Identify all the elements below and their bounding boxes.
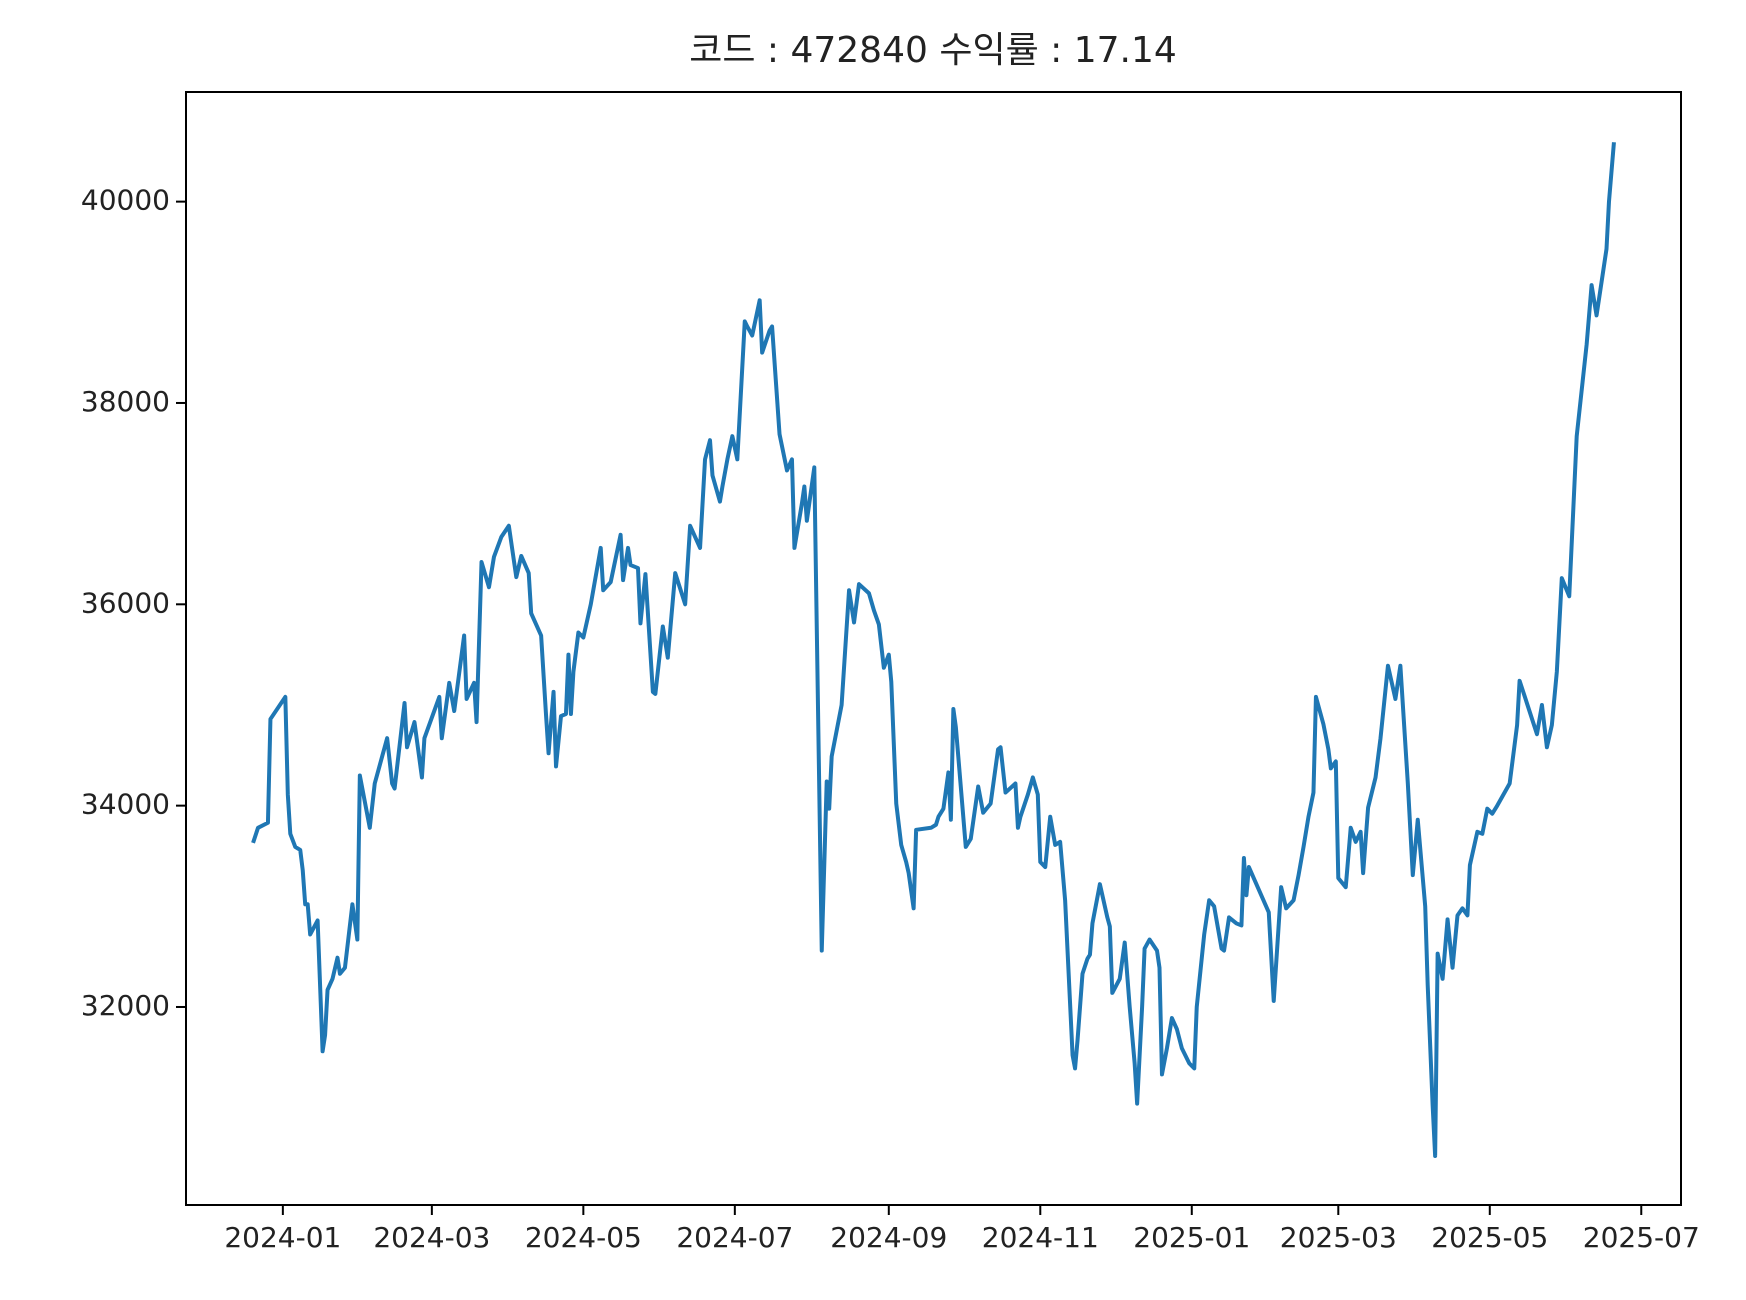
x-tick-label: 2024-07 xyxy=(676,1221,793,1254)
x-tick-label: 2025-07 xyxy=(1583,1221,1700,1254)
y-tick-label: 40000 xyxy=(81,184,170,217)
y-tick-label: 32000 xyxy=(81,989,170,1022)
y-tick-label: 34000 xyxy=(81,788,170,821)
axes-frame xyxy=(185,91,1682,1206)
x-tick-label: 2024-11 xyxy=(982,1221,1099,1254)
x-tick-label: 2025-03 xyxy=(1280,1221,1397,1254)
price-line xyxy=(251,142,1616,1158)
x-tick-label: 2024-01 xyxy=(224,1221,341,1254)
x-tick-label: 2024-03 xyxy=(373,1221,490,1254)
x-tick-label: 2024-05 xyxy=(525,1221,642,1254)
x-tick-label: 2025-01 xyxy=(1133,1221,1250,1254)
y-tick-label: 38000 xyxy=(81,385,170,418)
y-tick-label: 36000 xyxy=(81,586,170,619)
chart-title: 코드 : 472840 수익률 : 17.14 xyxy=(689,30,1177,71)
x-tick-label: 2024-09 xyxy=(830,1221,947,1254)
x-tick-label: 2025-05 xyxy=(1431,1221,1548,1254)
